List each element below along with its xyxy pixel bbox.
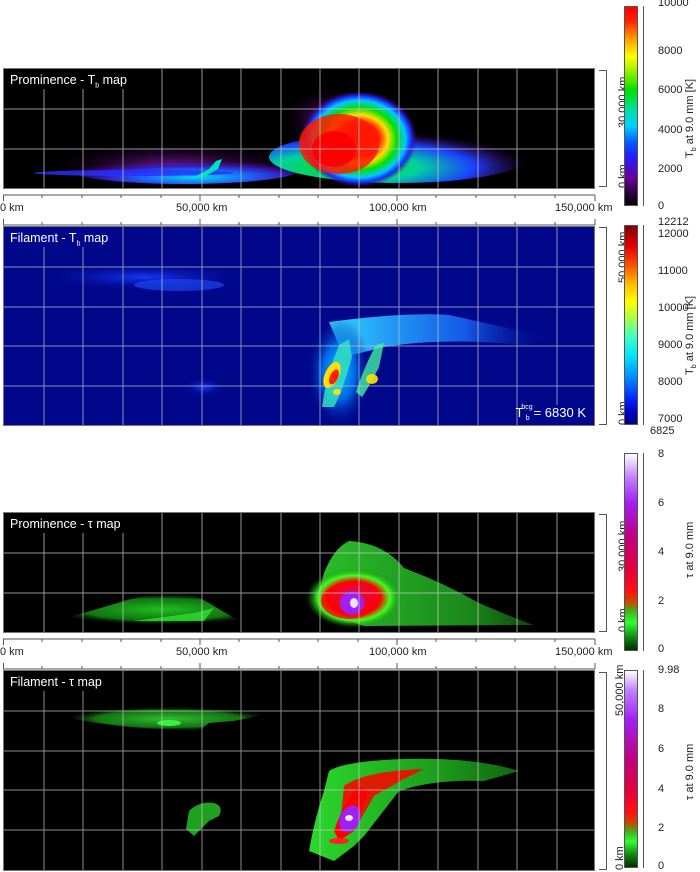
y-axis-prominence-tb <box>599 70 607 187</box>
x-axis-top: 0 km 50,000 km 100,000 km 150,000 km <box>0 192 612 228</box>
panel-title: Filament - τ map <box>10 675 102 689</box>
title-rest: map <box>99 73 127 87</box>
colorbar-scale <box>643 225 644 425</box>
colorbar-scale <box>643 453 644 651</box>
panel-title: Prominence - Tb map <box>10 73 127 90</box>
colorbar-tick: 0 <box>658 643 665 655</box>
colorbar-tick: 2000 <box>658 163 683 175</box>
x-tick-100000: 100,000 km <box>369 646 427 658</box>
colorbar-tau-prominence <box>624 453 638 651</box>
y-axis-filament-tau <box>599 672 607 870</box>
colorbar-tick: 4000 <box>658 124 683 136</box>
title-subscript: b <box>76 240 81 248</box>
colorbar-tick: 8000 <box>658 376 683 388</box>
prominence-tau-map: Prominence - τ map <box>3 512 595 633</box>
colorbar-title: τ at 9.0 mm <box>684 521 696 578</box>
colorbar-tick: 10000 <box>658 0 689 9</box>
colorbar-tick: 10000 <box>658 302 689 314</box>
x-tick-50000: 50,000 km <box>176 646 228 658</box>
prominence-tb-map: Prominence - Tb map <box>3 68 595 189</box>
x-tick-150000: 150,000 km <box>555 202 613 214</box>
colorbar-tau-filament <box>624 670 638 868</box>
x-tick-50000: 50,000 km <box>176 202 228 214</box>
colorbar-max-label: 12212 <box>658 216 689 228</box>
annotation-text: T <box>515 405 524 420</box>
colorbar-max-label: 9.98 <box>658 664 680 676</box>
filament-tb-heatmap <box>4 227 594 425</box>
colorbar-scale <box>643 6 644 206</box>
colorbar-tick: 2 <box>658 822 665 834</box>
title-text: Prominence - T <box>10 73 96 87</box>
colorbar-tick: 2 <box>658 595 665 607</box>
colorbar-tick: 8 <box>658 703 665 715</box>
panel-title: Prominence - τ map <box>10 517 121 531</box>
x-tick-100000: 100,000 km <box>369 202 427 214</box>
colorbar-title-text: T <box>684 368 696 375</box>
colorbar-tb-filament <box>624 225 638 425</box>
title-text: Filament - T <box>10 231 77 245</box>
colorbar-title-rest: at 9.0 mm [K] <box>684 295 696 365</box>
prominence-tb-heatmap <box>4 69 594 188</box>
x-tick-0: 0 km <box>0 646 24 658</box>
colorbar-title: τ at 9.0 mm <box>684 743 696 800</box>
title-text: Filament - τ map <box>10 675 102 689</box>
colorbar-title-text: T <box>684 151 696 158</box>
colorbar-tick: 6 <box>658 743 665 755</box>
x-tick-150000: 150,000 km <box>555 646 613 658</box>
annotation-value: = 6830 K <box>533 405 586 420</box>
colorbar-tick: 6000 <box>658 84 683 96</box>
filament-tau-map: Filament - τ map <box>3 670 595 871</box>
background-temperature-annotation: Tbcg b = 6830 K <box>515 404 586 422</box>
colorbar-tick: 0 <box>658 200 665 212</box>
title-text: Prominence - τ map <box>10 517 121 531</box>
y-axis-prominence-tau <box>599 514 607 632</box>
colorbar-tick: 4 <box>658 546 665 558</box>
colorbar-tick: 8000 <box>658 45 683 57</box>
colorbar-title: Tb at 9.0 mm [K] <box>684 296 698 375</box>
prominence-tau-heatmap <box>4 513 594 632</box>
colorbar-scale <box>643 670 644 868</box>
title-rest: map <box>80 231 109 245</box>
y-axis-filament-tb <box>599 227 607 425</box>
colorbar-tick: 9000 <box>658 339 683 351</box>
colorbar-tick: 7000 <box>658 413 683 425</box>
colorbar-tick: 11000 <box>658 265 688 277</box>
colorbar-title-sub: b <box>691 364 699 369</box>
annotation-subscript: b <box>525 415 530 422</box>
filament-tb-map: Filament - Tb map Tbcgb = 6830 K <box>3 226 595 426</box>
colorbar-title-rest: at 9.0 mm [K] <box>684 78 696 148</box>
colorbar-title: Tb at 9.0 mm [K] <box>684 79 698 158</box>
x-axis-bottom: 0 km 50,000 km 100,000 km 150,000 km <box>0 636 612 672</box>
colorbar-tick: 6 <box>658 497 665 509</box>
colorbar-tb-prominence <box>624 6 638 206</box>
annotation-superscript: bcg <box>521 404 533 411</box>
title-subscript: b <box>95 82 100 90</box>
colorbar-min-label: 6825 <box>650 425 675 437</box>
panel-title: Filament - Tb map <box>10 231 108 248</box>
colorbar-title-sub: b <box>691 147 699 152</box>
colorbar-tick: 0 <box>658 860 665 872</box>
colorbar-tick: 8 <box>658 448 665 460</box>
colorbar-tick: 4 <box>658 783 665 795</box>
colorbar-tick: 12000 <box>658 228 689 240</box>
filament-tau-heatmap <box>4 671 594 870</box>
x-tick-0: 0 km <box>0 202 24 214</box>
